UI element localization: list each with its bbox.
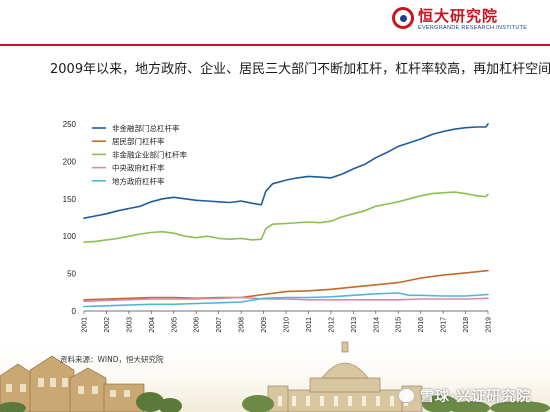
x-tick-label: 2017 [441,317,448,333]
wechat-badge-icon [398,388,415,403]
y-tick-label: 100 [63,232,77,241]
series-line [84,192,488,242]
watermark: 雪球·兴证研究院 [398,384,546,408]
x-tick-label: 2008 [239,317,246,333]
x-tick-label: 2016 [418,317,425,333]
x-tick-label: 2002 [104,317,111,333]
y-tick-label: 250 [63,120,77,129]
x-tick-label: 2007 [216,317,223,333]
x-tick-label: 2013 [351,317,358,333]
legend-label: 中央政府杠杆率 [112,163,165,173]
x-tick-label: 2018 [463,317,470,333]
legend-label: 居民部门杠杆率 [112,136,165,146]
legend-label: 非金融部门总杠杆率 [112,123,180,133]
y-tick-label: 150 [63,195,77,204]
x-tick-label: 2014 [373,317,380,333]
x-tick-label: 2001 [82,317,89,333]
y-tick-label: 0 [72,307,77,316]
legend-label: 非金融企业部门杠杆率 [112,149,187,159]
source-note: 资料来源：WIND，恒大研究院 [60,354,164,365]
x-tick-label: 2003 [126,317,133,333]
x-tick-label: 2011 [306,317,313,332]
x-tick-label: 2005 [171,317,178,333]
x-tick-label: 2019 [486,317,493,333]
x-tick-label: 2004 [149,317,156,333]
x-tick-label: 2006 [194,317,201,333]
x-tick-label: 2009 [261,317,268,333]
legend-label: 地方政府杠杆率 [112,176,165,186]
watermark-text: 雪球·兴证研究院 [420,386,531,406]
y-tick-label: 200 [63,157,77,166]
x-tick-label: 2015 [396,317,403,333]
y-tick-label: 50 [67,270,76,279]
x-tick-label: 2010 [284,317,291,333]
x-tick-label: 2012 [328,317,335,333]
